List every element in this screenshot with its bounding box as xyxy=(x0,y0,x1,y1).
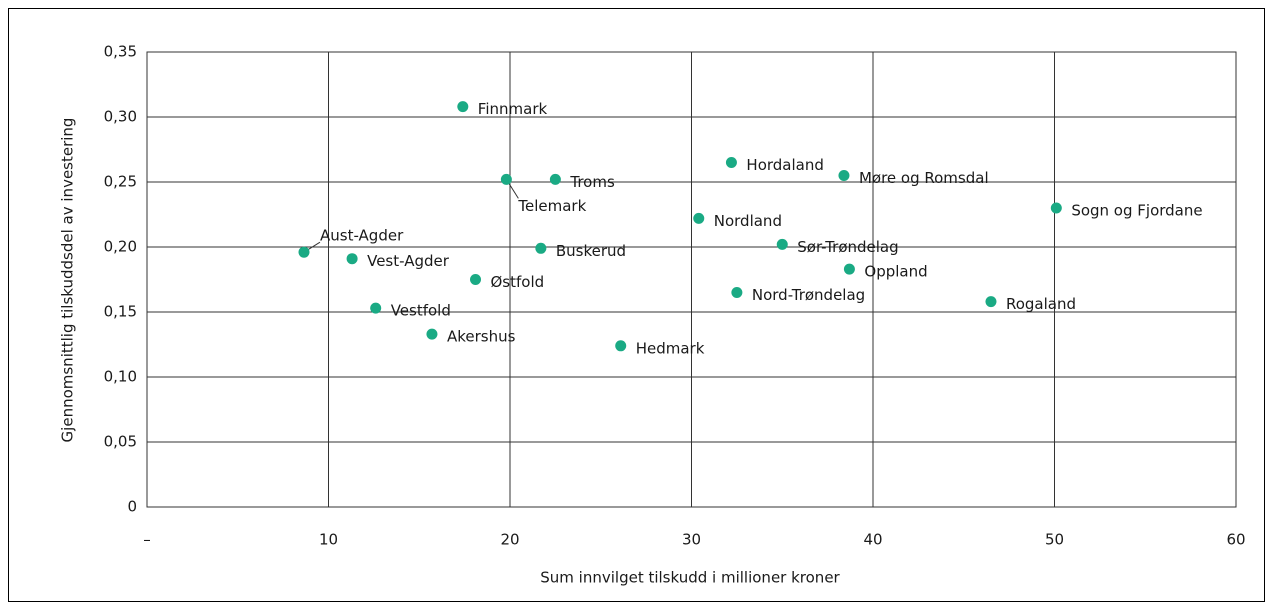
point-label: Telemark xyxy=(517,197,586,215)
point-label: Vestfold xyxy=(391,302,451,320)
point xyxy=(693,212,705,224)
point-label: Akershus xyxy=(447,328,516,346)
point xyxy=(725,157,737,168)
y-tick-label: 0,05 xyxy=(104,433,137,451)
point xyxy=(500,173,512,185)
point-label: Vest-Agder xyxy=(367,252,450,270)
y-tick-label: 0,25 xyxy=(104,173,137,191)
point-label: Oppland xyxy=(864,263,927,281)
y-tick-label: 0,20 xyxy=(104,238,137,256)
point-label: Nordland xyxy=(714,212,782,230)
point-label: Hordaland xyxy=(746,156,823,174)
point-label: Aust-Agder xyxy=(320,227,404,245)
x-tick-label: 10 xyxy=(319,531,338,549)
y-tick-label: 0,10 xyxy=(104,368,137,386)
point xyxy=(1050,202,1062,214)
point-label: Finnmark xyxy=(478,100,548,118)
y-tick-label: 0,35 xyxy=(104,43,137,61)
point xyxy=(470,274,482,285)
y-axis-label: Gjennomsnittlig tilskuddsdel av invester… xyxy=(59,118,77,443)
point-label: Østfold xyxy=(491,273,545,291)
point-label: Troms xyxy=(569,173,615,191)
point-label: Rogaland xyxy=(1006,295,1076,313)
x-tick-label: 30 xyxy=(682,531,701,549)
point xyxy=(843,263,855,275)
point xyxy=(370,302,382,314)
point xyxy=(426,328,438,340)
x-tick-label: 50 xyxy=(1045,531,1064,549)
point xyxy=(535,242,547,254)
point xyxy=(731,287,743,298)
frame xyxy=(8,8,1265,602)
point xyxy=(346,253,358,265)
point xyxy=(776,238,788,250)
point xyxy=(985,296,997,308)
point-label: Buskerud xyxy=(556,242,626,260)
x-tick-label: 20 xyxy=(500,531,519,549)
point xyxy=(615,340,627,352)
point xyxy=(457,101,469,113)
x-axis-label: Sum innvilget tilskudd i millioner krone… xyxy=(540,569,840,587)
plot-border xyxy=(146,51,1237,508)
y-tick-label: 0,15 xyxy=(104,303,137,321)
point-label: Hedmark xyxy=(636,339,705,357)
point xyxy=(549,173,561,185)
x-tick-label: 60 xyxy=(1226,531,1245,549)
point-label: Sogn og Fjordane xyxy=(1071,202,1202,220)
point-label: Møre og Romsdal xyxy=(859,169,989,187)
point-label: Nord-Trøndelag xyxy=(752,286,865,304)
point xyxy=(298,246,310,258)
y-tick-label: 0 xyxy=(127,498,137,516)
x-tick-label: – xyxy=(143,531,151,549)
x-tick-label: 40 xyxy=(863,531,882,549)
y-tick-label: 0,30 xyxy=(104,108,137,126)
point xyxy=(838,170,850,181)
point-label: Sør-Trøndelag xyxy=(797,238,898,256)
